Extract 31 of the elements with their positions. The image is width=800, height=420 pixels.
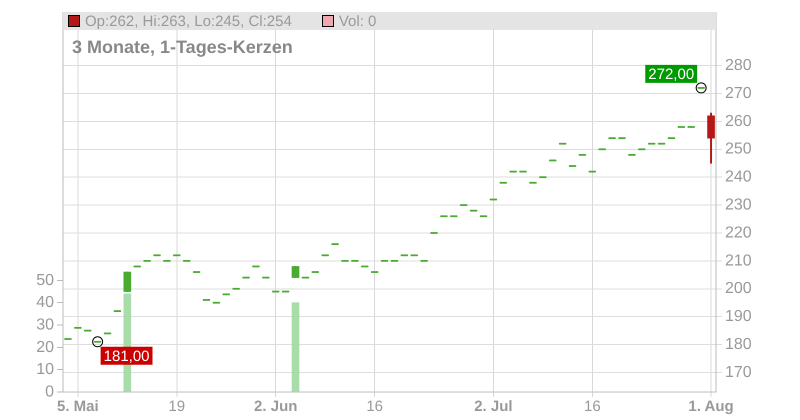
y2-tick-label: 20	[36, 338, 54, 356]
y-tick-label: 230	[725, 196, 752, 214]
y2-tick-label: 0	[45, 383, 54, 400]
x-tick-label: 5. Mai	[56, 398, 99, 416]
x-tick-label: 19	[168, 398, 186, 416]
bar	[292, 302, 300, 392]
annotation: 272,00	[648, 66, 694, 84]
text: 3 Monate, 1-Tages-Kerzen	[72, 37, 293, 58]
y-tick-label: 240	[725, 168, 752, 186]
x-tick-label: 16	[584, 398, 601, 416]
annotation: Vol: 0	[338, 12, 376, 30]
x-tick-label: 2. Jul	[474, 398, 513, 416]
x-tick-label: 2. Jun	[254, 398, 298, 416]
y-tick-label: 170	[725, 364, 752, 381]
annotation: Op:262, Hi:263, Lo:245, Cl:254	[85, 12, 292, 30]
y2-tick-label: 10	[36, 361, 54, 378]
y-tick-label: 280	[725, 57, 752, 74]
y2-tick-label: 30	[36, 316, 54, 334]
y-tick-label: 250	[725, 140, 752, 158]
y-tick-label: 210	[725, 252, 752, 270]
y-tick-label: 270	[725, 84, 752, 102]
annotation: 181,00	[104, 348, 150, 365]
y-tick-label: 190	[725, 308, 752, 326]
y-tick-label: 180	[725, 336, 752, 353]
y-tick-label: 200	[725, 280, 752, 298]
x-tick-label: 1. Aug	[688, 398, 734, 416]
y-tick-label: 260	[725, 112, 752, 130]
y2-tick-label: 40	[36, 294, 54, 312]
y2-tick-label: 50	[36, 272, 54, 289]
y-tick-label: 220	[725, 224, 752, 242]
x-tick-label: 16	[366, 398, 384, 416]
